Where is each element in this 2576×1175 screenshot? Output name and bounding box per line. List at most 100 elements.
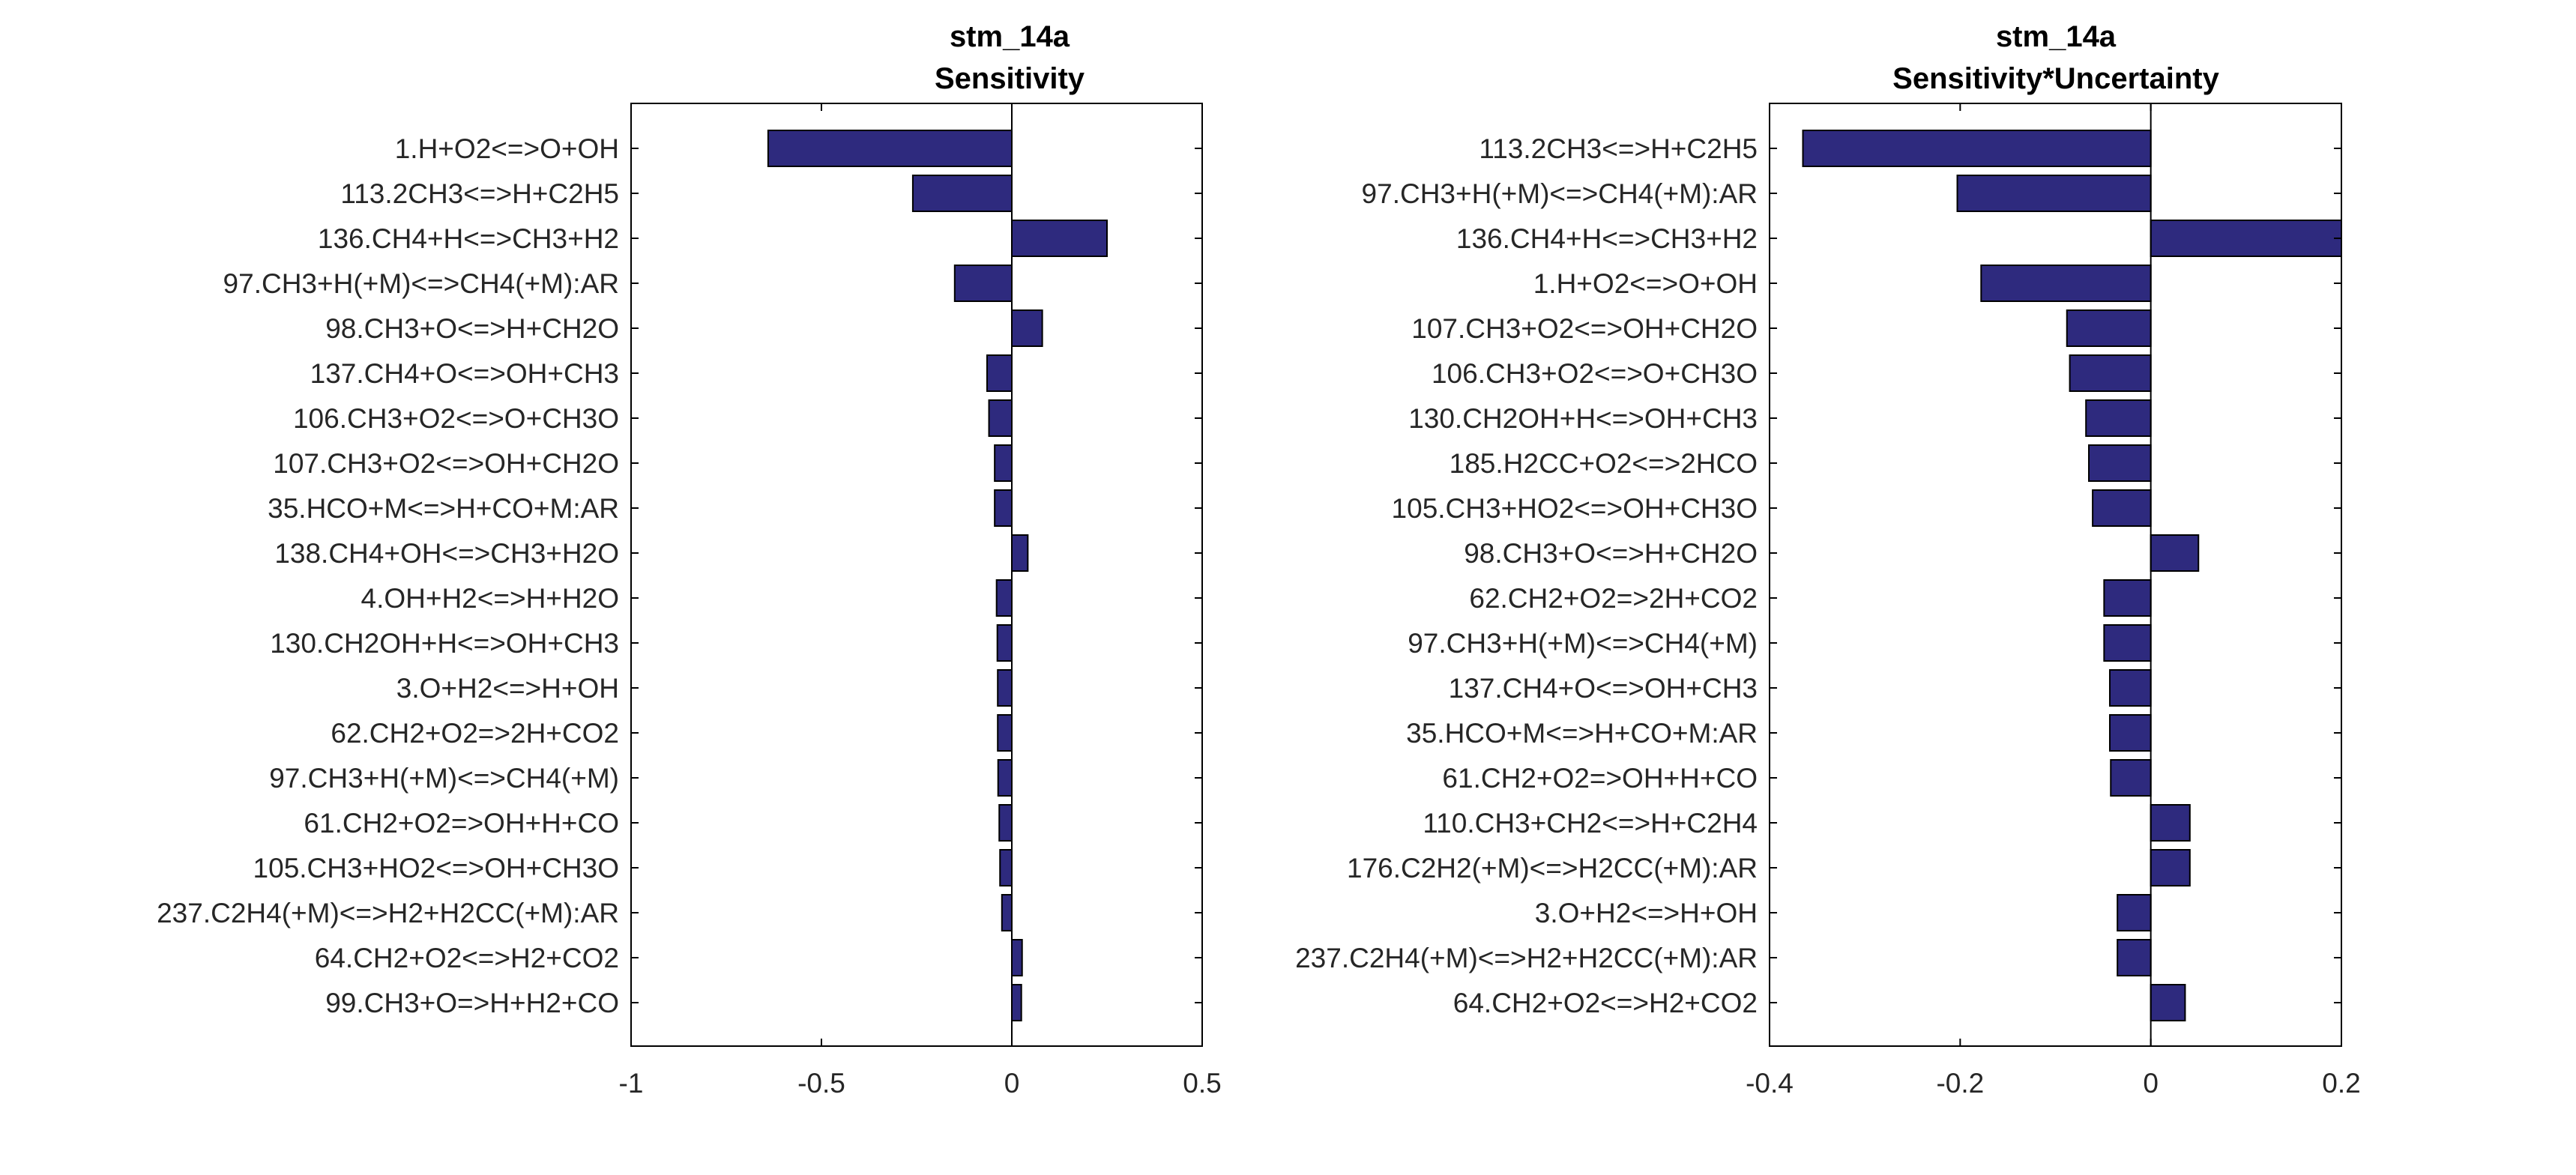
category-label: 137.CH4+O<=>OH+CH3 <box>1449 673 1758 704</box>
x-tick-label: -0.5 <box>797 1068 845 1099</box>
bar <box>1001 894 1013 931</box>
x-tick-label: 0.2 <box>2322 1068 2360 1099</box>
category-label: 237.C2H4(+M)<=>H2+H2CC(+M):AR <box>157 898 619 928</box>
bar <box>2069 354 2152 392</box>
bar <box>2103 624 2152 662</box>
category-label: 138.CH4+OH<=>CH3+H2O <box>274 538 619 569</box>
bar <box>994 489 1013 527</box>
category-label: 62.CH2+O2=>2H+CO2 <box>1469 583 1758 614</box>
bar <box>996 624 1013 662</box>
bar <box>1980 265 2152 302</box>
x-tick-labels: -1 -0.5 0 0.5 <box>619 1068 1222 1099</box>
bar <box>988 399 1013 437</box>
bar <box>2108 669 2152 707</box>
category-label: 106.CH3+O2<=>O+CH3O <box>1432 358 1758 389</box>
bar <box>767 130 1013 167</box>
bar <box>995 579 1013 617</box>
bar <box>2150 804 2191 842</box>
bar <box>1011 984 1022 1021</box>
category-label: 106.CH3+O2<=>O+CH3O <box>293 403 619 434</box>
bar <box>1011 220 1108 257</box>
bar <box>1011 309 1043 347</box>
bar <box>2150 220 2343 257</box>
x-tick-label: -1 <box>619 1068 644 1099</box>
bar <box>1011 939 1023 976</box>
category-label: 130.CH2OH+H<=>OH+CH3 <box>270 628 619 659</box>
bar <box>2085 399 2152 437</box>
category-label: 130.CH2OH+H<=>OH+CH3 <box>1408 403 1758 434</box>
category-label: 61.CH2+O2=>OH+H+CO <box>304 808 619 839</box>
category-label: 107.CH3+O2<=>OH+CH2O <box>1411 313 1758 344</box>
category-label: 97.CH3+H(+M)<=>CH4(+M) <box>269 763 619 794</box>
category-label: 4.OH+H2<=>H+H2O <box>361 583 620 614</box>
x-tick-label: 0 <box>2143 1068 2159 1099</box>
category-label: 97.CH3+H(+M)<=>CH4(+M) <box>1408 628 1758 659</box>
x-tick-labels: -0.4 -0.2 0 0.2 <box>1746 1068 2361 1099</box>
axes-box <box>630 103 1203 1047</box>
bar <box>2117 894 2152 931</box>
bar <box>2103 579 2152 617</box>
category-label: 237.C2H4(+M)<=>H2+H2CC(+M):AR <box>1295 943 1758 973</box>
category-label: 113.2CH3<=>H+C2H5 <box>1479 133 1758 164</box>
category-label: 64.CH2+O2<=>H2+CO2 <box>315 943 619 973</box>
bar <box>2150 534 2200 572</box>
bar <box>1011 534 1029 572</box>
category-label: 137.CH4+O<=>OH+CH3 <box>310 358 619 389</box>
chart-subtitle: Sensitivity*Uncertainty <box>1892 62 2219 95</box>
bar <box>2117 939 2152 976</box>
category-label: 110.CH3+CH2<=>H+C2H4 <box>1423 808 1758 839</box>
bar <box>997 714 1013 752</box>
bar <box>994 444 1013 482</box>
category-label: 64.CH2+O2<=>H2+CO2 <box>1453 988 1758 1018</box>
category-label: 35.HCO+M<=>H+CO+M:AR <box>268 493 619 524</box>
category-label: 176.C2H2(+M)<=>H2CC(+M):AR <box>1347 853 1758 883</box>
category-label: 98.CH3+O<=>H+CH2O <box>325 313 619 344</box>
x-tick-label: 0.5 <box>1183 1068 1221 1099</box>
category-label: 105.CH3+HO2<=>OH+CH3O <box>1392 493 1758 524</box>
category-label: 97.CH3+H(+M)<=>CH4(+M):AR <box>223 268 619 299</box>
category-label: 35.HCO+M<=>H+CO+M:AR <box>1406 718 1758 749</box>
category-label: 136.CH4+H<=>CH3+H2 <box>1456 223 1758 254</box>
bar <box>997 759 1013 797</box>
sensitivity-chart: stm_14a Sensitivity 1.H+O2<=>O+OH 113.2CH… <box>157 20 1222 1099</box>
bar <box>2110 759 2152 797</box>
sensitivity-uncertainty-chart: stm_14a Sensitivity*Uncertainty 113.2CH3… <box>1295 20 2361 1099</box>
bar <box>2092 489 2152 527</box>
bar <box>2088 444 2152 482</box>
category-label: 1.H+O2<=>O+OH <box>395 133 619 164</box>
chart-title: stm_14a <box>950 20 1070 53</box>
bar <box>953 265 1013 302</box>
bar <box>2108 714 2152 752</box>
category-label: 61.CH2+O2=>OH+H+CO <box>1442 763 1758 794</box>
bar <box>999 849 1013 886</box>
category-label: 3.O+H2<=>H+OH <box>396 673 619 704</box>
bar <box>997 669 1013 707</box>
axes-box <box>1769 103 2342 1047</box>
category-label: 99.CH3+O=>H+H2+CO <box>325 988 619 1018</box>
category-label: 98.CH3+O<=>H+CH2O <box>1464 538 1758 569</box>
bar <box>998 804 1013 842</box>
category-label: 136.CH4+H<=>CH3+H2 <box>318 223 619 254</box>
category-label: 113.2CH3<=>H+C2H5 <box>340 178 619 209</box>
category-label: 62.CH2+O2=>2H+CO2 <box>331 718 619 749</box>
category-label: 105.CH3+HO2<=>OH+CH3O <box>253 853 619 883</box>
chart-title: stm_14a <box>1996 20 2117 53</box>
x-tick-label: 0 <box>1004 1068 1020 1099</box>
category-label: 3.O+H2<=>H+OH <box>1535 898 1758 928</box>
category-labels: 113.2CH3<=>H+C2H5 97.CH3+H(+M)<=>CH4(+M):… <box>1295 133 1758 1018</box>
category-labels: 1.H+O2<=>O+OH 113.2CH3<=>H+C2H5 136.CH4+H<… <box>157 133 619 1018</box>
x-tick-label: -0.2 <box>1936 1068 1984 1099</box>
bar <box>1956 175 2152 212</box>
bar <box>911 175 1013 212</box>
bar <box>2150 984 2186 1021</box>
category-label: 107.CH3+O2<=>OH+CH2O <box>273 448 619 479</box>
chart-subtitle: Sensitivity <box>935 62 1085 95</box>
category-label: 1.H+O2<=>O+OH <box>1533 268 1758 299</box>
bar-series <box>1802 130 2343 1021</box>
bar <box>2066 309 2152 347</box>
x-tick-label: -0.4 <box>1746 1068 1794 1099</box>
category-label: 97.CH3+H(+M)<=>CH4(+M):AR <box>1362 178 1758 209</box>
category-label: 185.H2CC+O2<=>2HCO <box>1450 448 1758 479</box>
